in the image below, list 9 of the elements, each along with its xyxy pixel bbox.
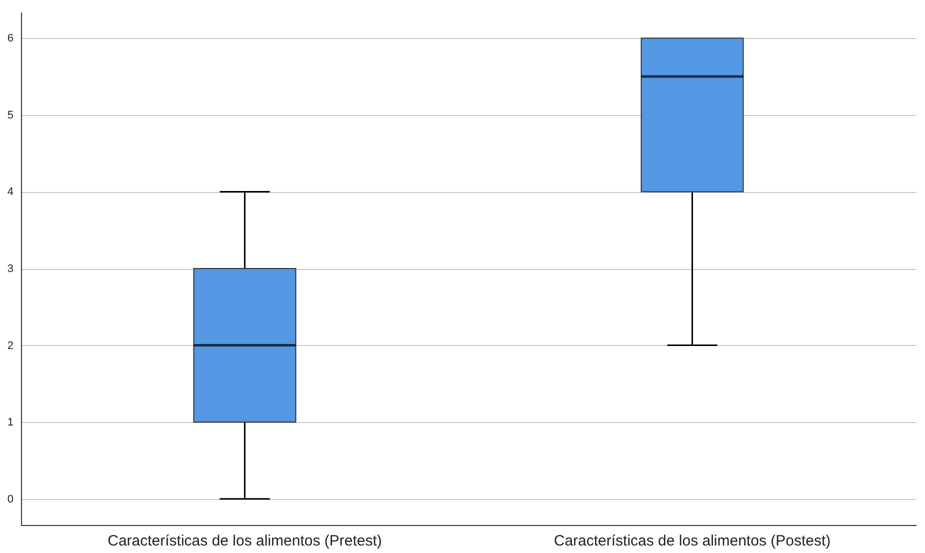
y-tick-label: 2: [7, 340, 14, 352]
y-tick-label: 0: [7, 493, 14, 506]
y-tick-label: 6: [7, 32, 14, 45]
y-tick-label: 5: [7, 109, 14, 122]
y-tick-label: 3: [7, 263, 14, 275]
y-tick-label: 4: [7, 186, 14, 198]
x-tick-label: Características de los alimentos (Postest): [554, 532, 831, 550]
x-tick-label: Características de los alimentos (Pretest): [108, 532, 382, 550]
y-tick-label: 1: [7, 416, 14, 429]
